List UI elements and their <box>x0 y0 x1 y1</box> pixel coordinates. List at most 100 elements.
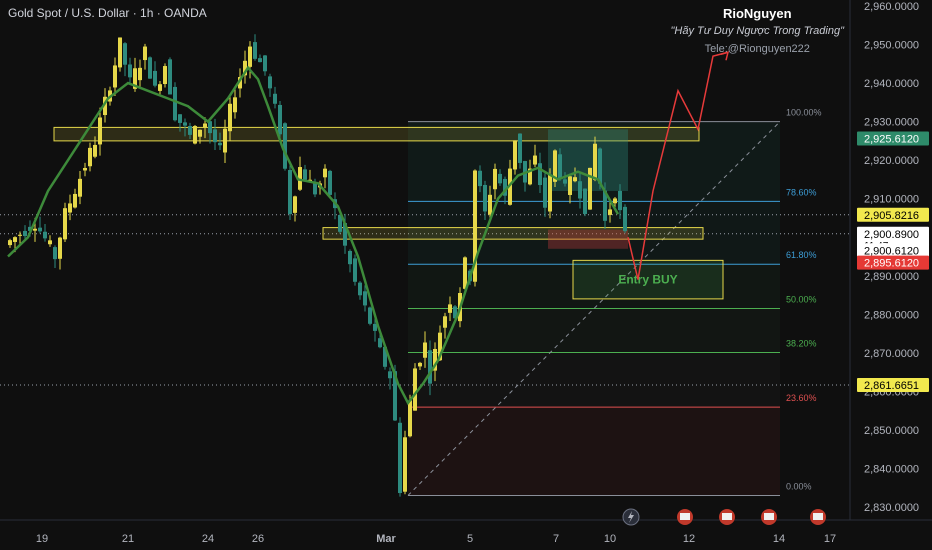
candle-body <box>23 230 27 237</box>
candle-body <box>418 362 422 367</box>
candle-body <box>178 114 182 123</box>
candle-body <box>488 194 492 215</box>
candle-body <box>133 68 137 89</box>
candle-body <box>578 181 582 199</box>
projection-path <box>627 51 729 280</box>
candle-body <box>193 126 197 144</box>
fib-level-label: 50.00% <box>786 295 817 305</box>
candle-body <box>328 170 332 195</box>
us-flag-event-icon-inner <box>722 513 732 520</box>
fib-level-label: 100.00% <box>786 108 822 118</box>
candle-body <box>598 148 602 184</box>
candle-body <box>338 214 342 232</box>
candle-body <box>463 257 467 289</box>
candle-body <box>618 190 622 211</box>
candle-body <box>78 178 82 197</box>
candle-body <box>63 208 67 240</box>
candle-body <box>363 291 367 306</box>
candle-body <box>423 342 427 358</box>
candle-body <box>103 96 107 116</box>
candle-body <box>213 129 217 143</box>
candle-body <box>278 104 282 135</box>
candles <box>8 34 627 497</box>
price-label: 2,925.6120 <box>864 134 919 146</box>
candle-body <box>528 168 532 185</box>
candle-body <box>583 188 587 214</box>
y-tick-label: 2,830.0000 <box>864 502 919 514</box>
candle-body <box>348 250 352 265</box>
candle-body <box>123 43 127 65</box>
candle-body <box>563 179 567 184</box>
candle-body <box>238 77 242 89</box>
y-tick-label: 2,920.0000 <box>864 155 919 167</box>
candle-body <box>113 65 117 88</box>
price-label: 2,895.6120 <box>864 258 919 270</box>
candle-body <box>288 170 292 215</box>
price-label: 2,861.6651 <box>864 380 919 392</box>
candle-body <box>13 237 17 242</box>
candle-body <box>478 170 482 187</box>
candle-body <box>443 316 447 328</box>
candle-body <box>143 46 147 61</box>
x-tick-label: 24 <box>202 533 214 545</box>
author-name: RioNguyen <box>722 6 792 21</box>
y-tick-label: 2,840.0000 <box>864 463 919 475</box>
candle-body <box>38 227 42 232</box>
candle-body <box>558 154 562 179</box>
candle-body <box>218 142 222 146</box>
candle-body <box>273 93 277 104</box>
candle-body <box>493 168 497 190</box>
candle-body <box>453 306 457 319</box>
author-tagline: "Hãy Tư Duy Ngược Trong Trading" <box>670 25 845 37</box>
red-box <box>548 229 628 249</box>
candle-body <box>393 371 397 421</box>
fib-level-label: 38.20% <box>786 338 817 348</box>
candle-body <box>388 371 392 379</box>
candle-body <box>533 155 537 165</box>
candle-body <box>48 240 52 245</box>
candle-body <box>433 348 437 371</box>
candle-body <box>58 237 62 259</box>
fib-level-label: 0.00% <box>786 481 812 491</box>
candle-body <box>198 129 202 137</box>
y-tick-label: 2,930.0000 <box>864 117 919 129</box>
fib-zone-fill <box>408 201 780 265</box>
candle-body <box>323 168 327 178</box>
fib-level-label: 78.60% <box>786 187 817 197</box>
candle-body <box>343 223 347 246</box>
candle-body <box>258 58 262 63</box>
projection-arrow-head <box>720 51 730 61</box>
candle-body <box>378 338 382 348</box>
candle-body <box>158 84 162 91</box>
candle-body <box>503 178 507 196</box>
candle-body <box>513 140 517 170</box>
candle-body <box>548 174 552 212</box>
candle-body <box>283 123 287 169</box>
candle-body <box>373 323 377 331</box>
y-tick-label: 2,880.0000 <box>864 309 919 321</box>
fib-level-label: 61.80% <box>786 250 817 260</box>
price-axis-background <box>850 0 932 550</box>
candle-body <box>223 128 227 153</box>
fib-zone-fill <box>408 407 780 496</box>
candle-body <box>483 184 487 212</box>
author-contact: Tele:@Rionguyen222 <box>704 43 810 55</box>
candle-body <box>498 173 502 184</box>
candle-body <box>203 123 207 128</box>
x-tick-label: 7 <box>553 533 559 545</box>
candle-body <box>573 177 577 182</box>
candle-body <box>518 133 522 163</box>
candle-body <box>303 169 307 180</box>
candle-body <box>153 70 157 86</box>
us-flag-event-icon-inner <box>680 513 690 520</box>
candle-body <box>233 97 237 113</box>
candle-body <box>138 67 142 81</box>
lightning-glyph <box>628 511 634 523</box>
x-tick-label: 10 <box>604 533 616 545</box>
candle-body <box>93 144 97 157</box>
candle-body <box>163 66 167 85</box>
moving-average-line <box>7 65 620 406</box>
x-tick-label: 26 <box>252 533 264 545</box>
candle-body <box>188 125 192 135</box>
